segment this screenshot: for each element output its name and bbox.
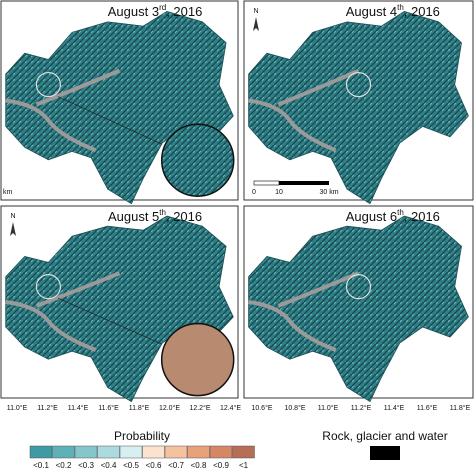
- legend-swatch: [119, 445, 143, 459]
- scale-label: 30 km: [319, 189, 338, 196]
- axis-label: 12.2°E: [189, 404, 210, 412]
- axis-label: 10.8°E: [284, 404, 305, 412]
- title-part: August 6: [346, 209, 397, 224]
- axis-label: 11.2°E: [351, 404, 372, 412]
- legend-label: <0.7: [168, 461, 184, 470]
- zoom-circle: [35, 71, 62, 98]
- region-shape: [248, 215, 469, 403]
- title-part: , 2016: [404, 209, 440, 224]
- legend-swatch: [97, 445, 120, 459]
- legend-swatch: [209, 445, 233, 459]
- title-part: August 5: [108, 209, 159, 224]
- legend-swatch: [232, 445, 255, 459]
- axis-label: 11.0°E: [318, 404, 339, 412]
- zoom-circle: [345, 71, 372, 98]
- north-arrow: [253, 17, 259, 31]
- north-label: N: [253, 8, 258, 15]
- axis-label: 12.0°E: [159, 404, 180, 412]
- map-panel: August 4th, 2016 N 0 10 30 km: [243, 0, 474, 205]
- axis-label: 11.6°E: [417, 404, 438, 412]
- legend-label: <0.3: [78, 461, 94, 470]
- scale-bar: [253, 180, 280, 186]
- legend-swatch: [74, 445, 98, 459]
- title-part: August 3: [108, 4, 159, 19]
- panel-title: August 6th, 2016: [346, 208, 440, 224]
- river: [248, 68, 360, 153]
- legend-swatch: [29, 445, 53, 459]
- legend-label: <0.6: [146, 461, 162, 470]
- legend-label: <0.5: [123, 461, 139, 470]
- legend-swatch: [52, 445, 75, 459]
- title-part: rd: [159, 3, 166, 12]
- river: [5, 68, 121, 153]
- legend-label: <0.8: [191, 461, 207, 470]
- scale-label: 10: [275, 189, 283, 196]
- axis-label: 11.6°E: [98, 404, 119, 412]
- map-panel: August 5th, 2016 N: [0, 205, 239, 403]
- axis-label: 10.6°E: [251, 404, 272, 412]
- legend-swatch: [142, 445, 165, 459]
- river: [5, 271, 121, 352]
- axis-label: 11.2°E: [37, 404, 58, 412]
- scale-bar: [279, 181, 329, 185]
- legend-label: <1: [239, 461, 249, 470]
- legend-label: <0.2: [56, 461, 72, 470]
- panel-title: August 5th, 2016: [108, 208, 202, 224]
- scale-label: km: [3, 189, 13, 196]
- legend-label: <0.4: [101, 461, 117, 470]
- river: [248, 271, 360, 352]
- axis-label: 11.0°E: [7, 404, 28, 412]
- legend-label: <0.1: [33, 461, 49, 470]
- rock-legend-label: Rock, glacier and water: [322, 429, 447, 443]
- title-part: August 4: [346, 4, 397, 19]
- map-panel: August 3rd, 2016 km: [0, 0, 239, 205]
- title-part: th: [397, 3, 404, 12]
- panel-title: August 3rd, 2016: [108, 3, 203, 19]
- legend-swatch: [187, 445, 210, 459]
- title-part: th: [397, 208, 404, 217]
- legend-label: <0.9: [213, 461, 229, 470]
- map-panel: August 6th, 2016: [243, 205, 474, 403]
- zoom-line: [57, 297, 163, 345]
- zoom-line: [57, 96, 163, 145]
- scale-label: 0: [252, 189, 256, 196]
- axis-label: 11.8°E: [129, 404, 150, 412]
- title-part: th: [159, 208, 166, 217]
- legend-swatch: [164, 445, 188, 459]
- axis-label: 11.4°E: [68, 404, 89, 412]
- rock-swatch: [370, 446, 400, 460]
- panel-title: August 4th, 2016: [346, 3, 440, 19]
- region-shape: [248, 10, 469, 205]
- zoom-circle: [345, 274, 372, 300]
- legend-title: Probability: [114, 429, 170, 443]
- title-part: , 2016: [166, 209, 202, 224]
- axis-label: 12.4°E: [220, 404, 241, 412]
- axis-label: 11.8°E: [450, 404, 471, 412]
- zoom-circle: [35, 274, 62, 300]
- north-arrow: [10, 222, 16, 236]
- axis-label: 11.4°E: [384, 404, 405, 412]
- zoom-inset: [160, 123, 235, 197]
- north-label: N: [10, 213, 15, 220]
- title-part: , 2016: [166, 4, 202, 19]
- zoom-inset: [160, 322, 235, 397]
- title-part: , 2016: [404, 4, 440, 19]
